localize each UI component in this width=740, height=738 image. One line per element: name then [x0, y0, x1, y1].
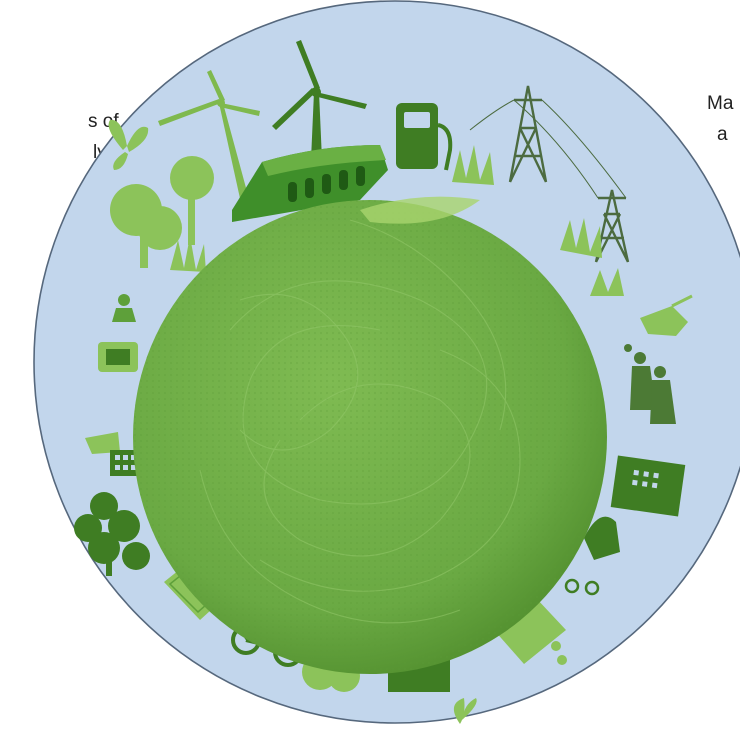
person-icon — [112, 294, 136, 322]
text-fragment: a — [717, 124, 728, 145]
wind-turbine-icon — [158, 70, 260, 212]
planet — [133, 196, 607, 674]
watering-can-icon — [85, 432, 120, 454]
grass-icon — [170, 145, 602, 272]
bicycle-icon — [564, 578, 600, 596]
recycle-bin-icon — [494, 598, 567, 665]
watering-can-icon — [640, 294, 693, 336]
watering-can-icon — [584, 516, 620, 560]
power-pylon-icon — [469, 85, 630, 263]
recycling-icon — [98, 342, 138, 372]
building-icon — [610, 455, 686, 517]
people-icon — [624, 344, 676, 424]
fuel-pump-icon — [396, 103, 453, 171]
sprout-icon — [453, 698, 477, 724]
butterfly-icon — [108, 119, 149, 170]
grass-icon — [590, 268, 624, 296]
dam-icon — [232, 145, 388, 222]
text-fragment: Ma — [707, 93, 734, 114]
tree-icon — [110, 156, 214, 268]
tree-icon — [74, 492, 150, 576]
